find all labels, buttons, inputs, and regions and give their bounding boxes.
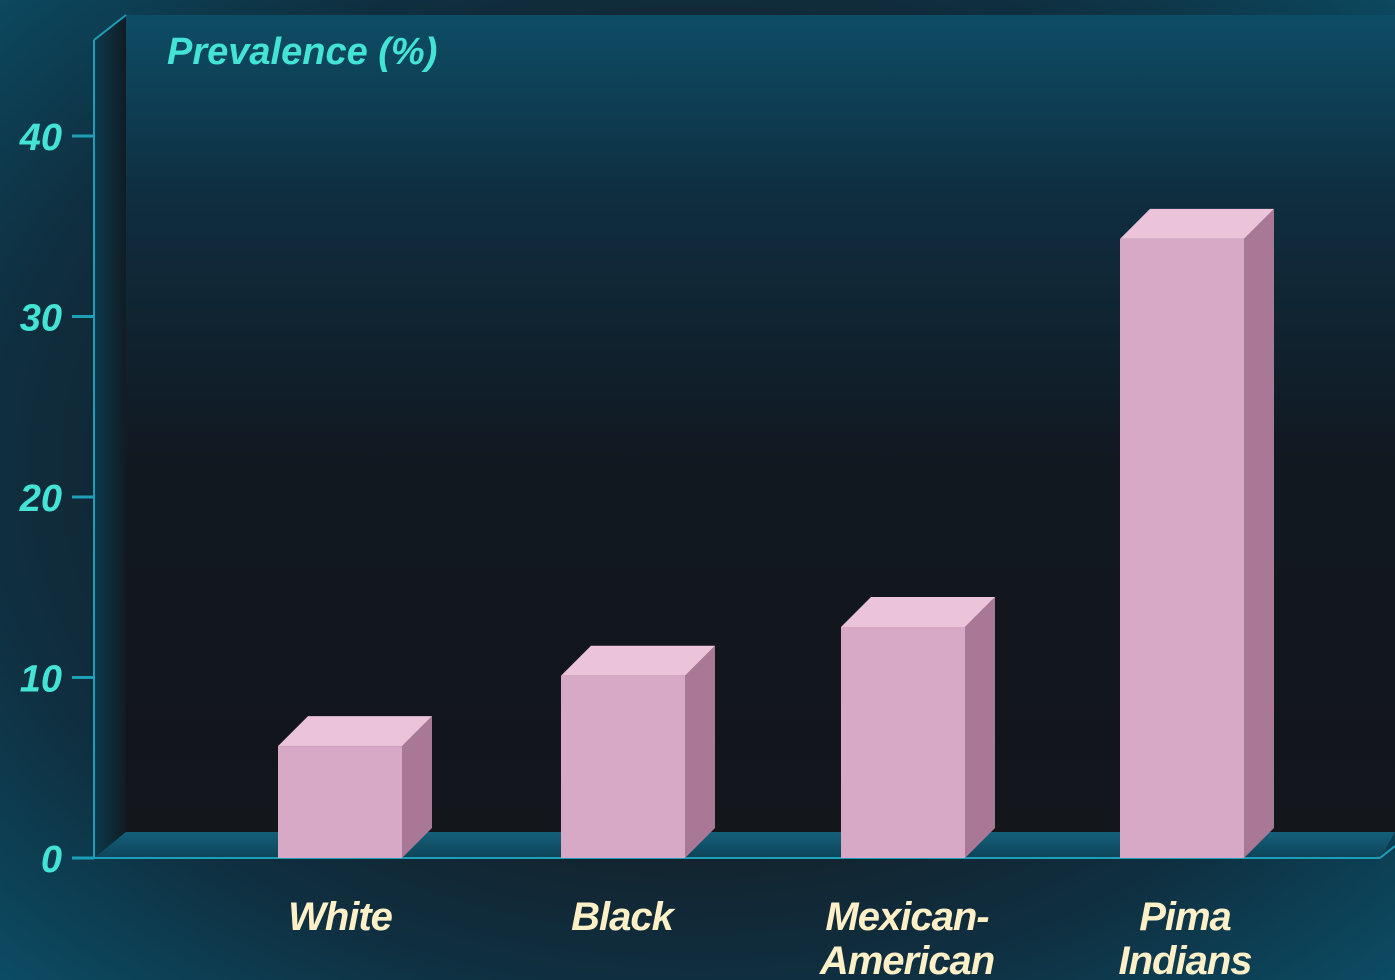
bar-side-face bbox=[965, 596, 995, 858]
bar bbox=[1120, 208, 1274, 858]
back-wall bbox=[126, 15, 1395, 832]
bar-side-face bbox=[1244, 208, 1274, 858]
plot-background bbox=[94, 15, 1395, 858]
bar bbox=[278, 716, 432, 858]
floor-right-edge bbox=[1379, 845, 1395, 859]
y-axis-label: Prevalence (%) bbox=[167, 31, 437, 73]
left-side-wall bbox=[94, 15, 126, 858]
bar-side-face bbox=[685, 645, 715, 858]
y-tick-label: 30 bbox=[20, 298, 62, 340]
y-tick-label: 10 bbox=[20, 659, 62, 701]
back-wall-edge bbox=[93, 14, 127, 41]
bar-top-face bbox=[278, 716, 432, 747]
bar-front-face bbox=[278, 746, 402, 858]
bar-top-face bbox=[841, 596, 995, 627]
x-category-label: Black bbox=[571, 895, 675, 939]
bar-front-face bbox=[841, 626, 965, 858]
y-tick-label: 40 bbox=[19, 117, 62, 159]
bars bbox=[278, 208, 1274, 858]
y-tick-label: 20 bbox=[19, 478, 62, 520]
x-category-labels: White Black Mexican-American Pima Indians bbox=[288, 895, 1252, 980]
y-ticks: 0 10 20 30 40 bbox=[19, 117, 94, 881]
x-category-label: Pima Indians bbox=[1118, 895, 1251, 980]
x-category-label: Mexican-American bbox=[819, 895, 994, 980]
bar-top-face bbox=[561, 645, 715, 676]
bar-side-face bbox=[402, 716, 432, 858]
y-tick-label: 0 bbox=[41, 839, 62, 881]
bar-front-face bbox=[561, 675, 685, 858]
bar bbox=[841, 596, 995, 858]
x-category-label: White bbox=[288, 895, 393, 939]
bar bbox=[561, 645, 715, 858]
bar-front-face bbox=[1120, 238, 1244, 858]
y-axis: Prevalence (%) 0 10 20 30 40 bbox=[19, 14, 1395, 881]
bar-top-face bbox=[1120, 208, 1274, 239]
